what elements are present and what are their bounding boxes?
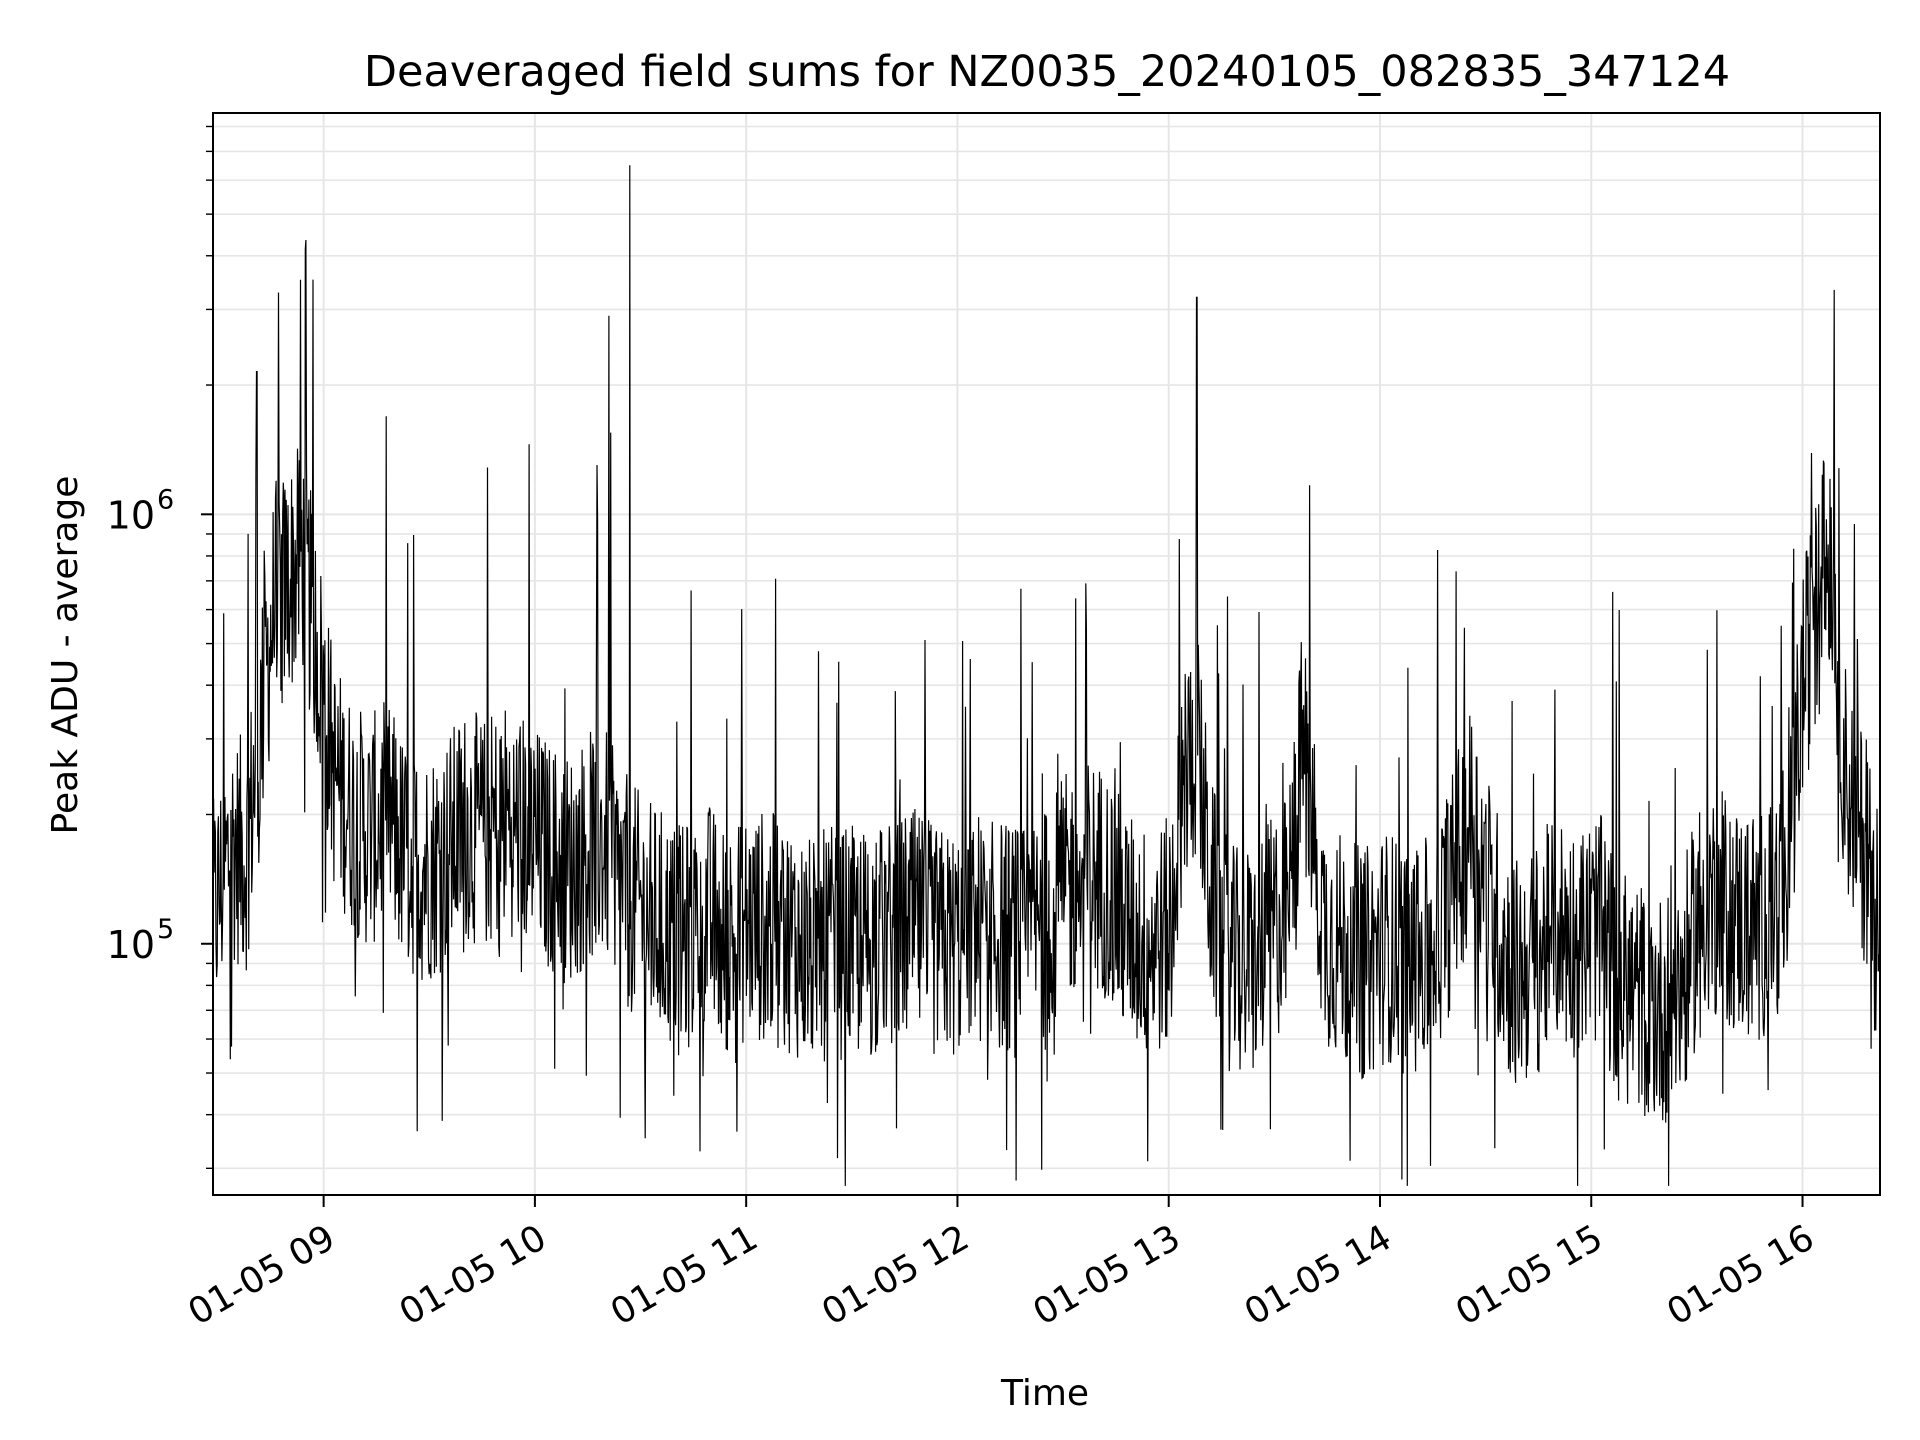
- axes-frame: [212, 112, 1881, 1196]
- x-tick-label: 01-05 12: [815, 1217, 976, 1333]
- x-tick-label: 01-05 11: [604, 1217, 765, 1333]
- y-tick-label-exponent: 6: [157, 484, 174, 515]
- y-tick-label: 10: [107, 493, 155, 537]
- series-line: [212, 165, 1881, 1186]
- x-tick-label: 01-05 13: [1027, 1217, 1188, 1333]
- x-tick-label: 01-05 09: [181, 1217, 342, 1333]
- x-tick-label: 01-05 15: [1449, 1217, 1610, 1333]
- x-tick-label: 01-05 16: [1660, 1217, 1821, 1333]
- y-axis-label: Peak ADU - average: [45, 476, 86, 835]
- x-tick-label: 01-05 14: [1238, 1217, 1399, 1333]
- chart-title: Deaveraged field sums for NZ0035_2024010…: [364, 47, 1730, 97]
- y-tick-label: 10: [107, 923, 155, 967]
- x-tick-label: 01-05 10: [393, 1217, 554, 1333]
- plot-area: [212, 165, 1881, 1186]
- x-axis: 01-05 09 01-05 10 01-05 11 01-05 12 01-05 13…: [181, 1195, 1821, 1334]
- y-tick-label-exponent: 5: [157, 914, 174, 945]
- x-axis-label: Time: [1000, 1373, 1089, 1414]
